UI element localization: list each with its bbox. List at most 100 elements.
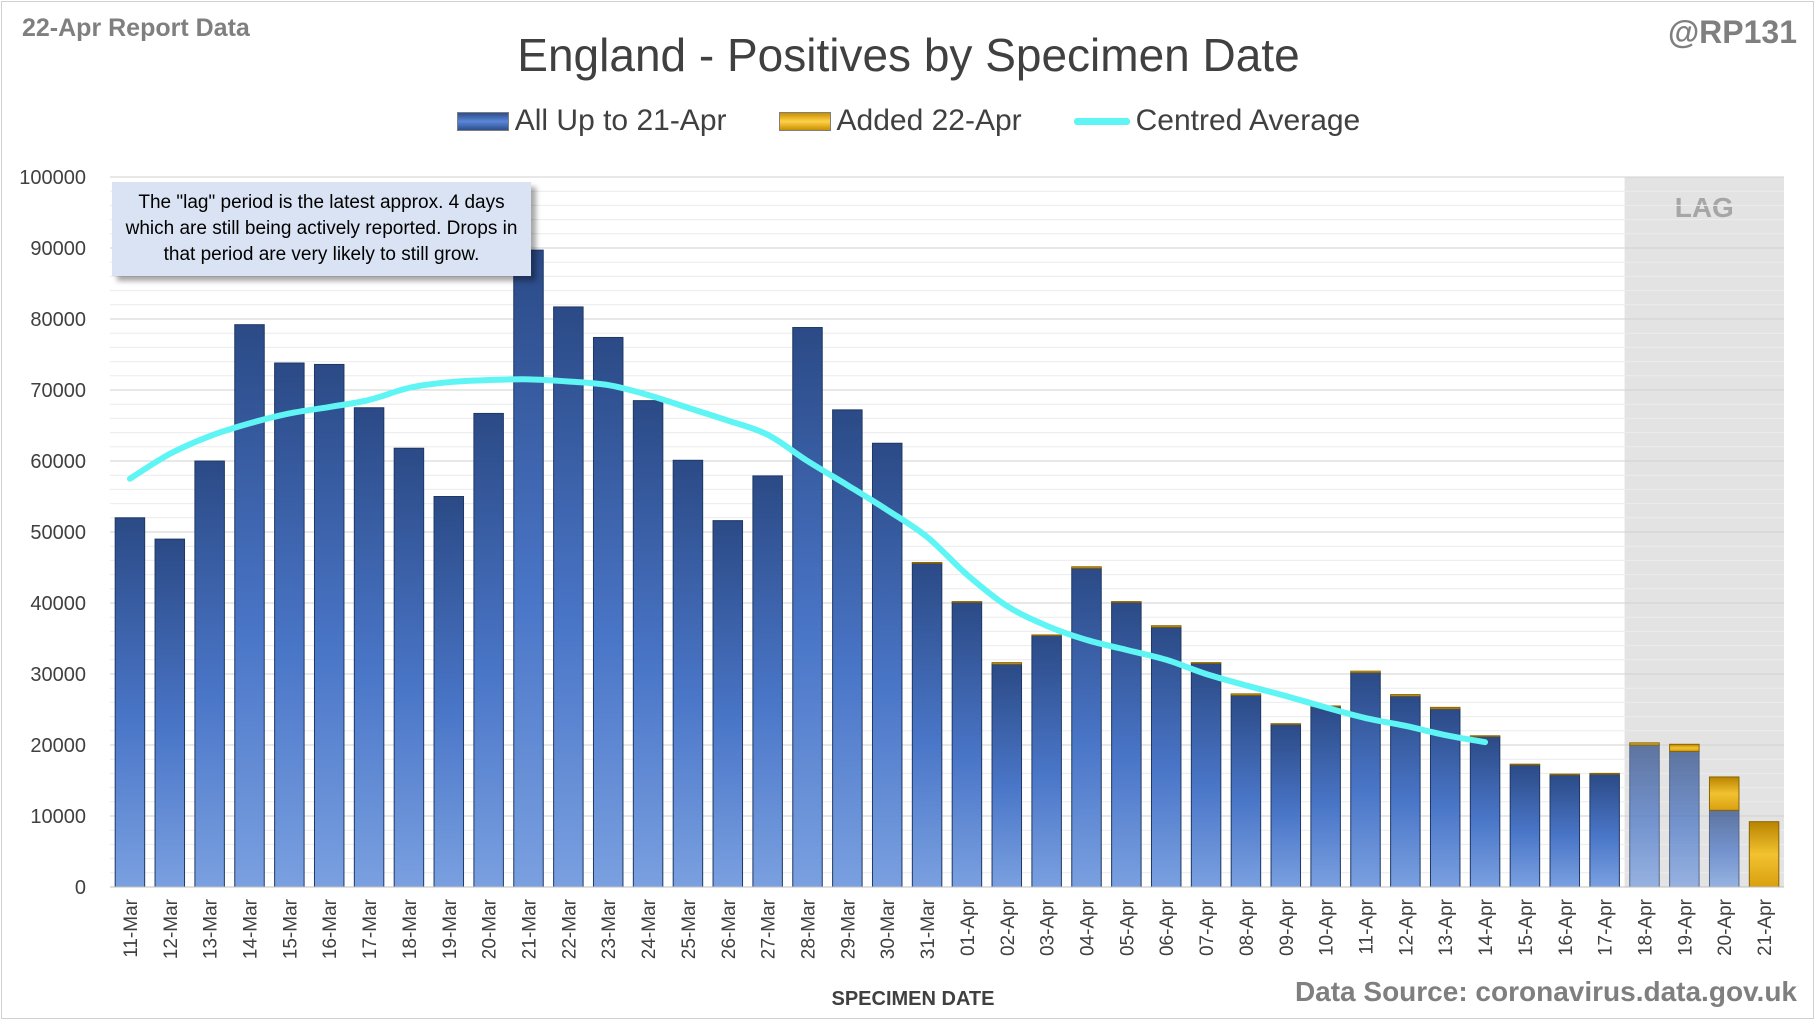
x-tick-label: 21-Mar: [520, 898, 541, 959]
x-tick-label: 16-Mar: [320, 898, 341, 959]
bar-added: [1669, 743, 1700, 752]
lag-label: LAG: [1675, 192, 1734, 223]
x-tick-label: 18-Apr: [1636, 898, 1657, 956]
bar-added: [1071, 566, 1102, 569]
bar-all-up-to: [553, 306, 584, 888]
legend-swatch-gold: [778, 111, 831, 131]
bar-all-up-to: [1350, 672, 1381, 888]
x-tick-label: 15-Mar: [280, 898, 301, 959]
bar-added: [1629, 742, 1660, 746]
x-tick-label: 06-Apr: [1157, 898, 1178, 956]
x-tick-label: 11-Mar: [121, 898, 142, 957]
legend-item-average: Centred Average: [1073, 104, 1360, 138]
x-tick-label: 22-Mar: [559, 898, 580, 959]
lag-note: The "lag" period is the latest approx. 4…: [112, 182, 531, 276]
legend-swatch-blue: [456, 111, 509, 131]
bar-all-up-to: [353, 407, 385, 888]
x-tick-label: 18-Mar: [400, 898, 421, 959]
legend: All Up to 21-Apr Added 22-Apr Centred Av…: [0, 104, 1817, 138]
x-tick-label: 01-Apr: [958, 898, 979, 956]
bar-all-up-to: [1150, 626, 1182, 888]
bar-added: [911, 562, 943, 564]
bar-added: [1509, 763, 1541, 766]
bar-all-up-to: [911, 562, 943, 888]
bar-added: [1708, 776, 1740, 811]
bar-all-up-to: [1669, 750, 1700, 888]
y-tick-label: 70000: [30, 380, 86, 402]
x-tick-label: 17-Apr: [1596, 898, 1617, 956]
y-tick-label: 30000: [30, 664, 86, 686]
x-tick-label: 10-Apr: [1317, 898, 1338, 956]
x-tick-label: 14-Apr: [1476, 898, 1497, 956]
x-tick-label: 17-Mar: [360, 898, 381, 959]
bar-added: [1748, 821, 1780, 888]
bar-all-up-to: [592, 336, 624, 888]
bar-all-up-to: [1270, 723, 1302, 888]
x-tick-label: 02-Apr: [998, 898, 1019, 956]
bar-added: [1031, 634, 1062, 637]
legend-item-added: Added 22-Apr: [778, 104, 1022, 138]
x-tick-label: 20-Apr: [1715, 898, 1736, 956]
report-date-label: 22-Apr Report Data: [22, 14, 250, 42]
bar-added: [1549, 773, 1581, 776]
x-tick-label: 04-Apr: [1078, 898, 1099, 956]
bar-all-up-to: [234, 324, 265, 888]
x-tick-label: 13-Mar: [201, 898, 222, 959]
x-tick-label: 12-Mar: [161, 898, 182, 959]
bar-all-up-to: [1190, 662, 1222, 888]
x-tick-label: 12-Apr: [1396, 898, 1417, 956]
x-tick-label: 29-Mar: [838, 898, 859, 959]
x-tick-label: 30-Mar: [878, 898, 899, 959]
author-handle: @RP131: [1667, 14, 1797, 50]
bar-added: [991, 662, 1023, 665]
x-tick-label: 16-Apr: [1556, 898, 1577, 956]
bar-all-up-to: [114, 517, 146, 888]
bar-all-up-to: [1071, 567, 1102, 888]
y-tick-label: 80000: [30, 309, 86, 331]
x-tick-label: 11-Apr: [1357, 898, 1378, 954]
bar-added: [1111, 601, 1142, 603]
bar-added: [1270, 723, 1302, 725]
x-tick-label: 25-Mar: [679, 898, 700, 959]
bar-all-up-to: [951, 601, 983, 888]
bar-all-up-to: [712, 520, 744, 888]
y-tick-label: 90000: [30, 238, 86, 260]
x-tick-label: 08-Apr: [1237, 898, 1258, 956]
x-tick-label: 26-Mar: [719, 898, 740, 959]
bar-all-up-to: [313, 363, 345, 888]
centred-average-line: [126, 376, 1489, 746]
x-tick-label: 05-Apr: [1117, 898, 1138, 956]
bar-all-up-to: [393, 447, 425, 888]
x-tick-label: 23-Mar: [599, 898, 620, 959]
x-tick-label: 03-Apr: [1038, 898, 1059, 956]
bar-all-up-to: [194, 460, 225, 888]
y-tick-label: 40000: [30, 593, 86, 615]
bar-all-up-to: [1310, 706, 1341, 888]
x-tick-label: 19-Apr: [1675, 898, 1696, 956]
bar-all-up-to: [1549, 774, 1581, 888]
bar-all-up-to: [1469, 735, 1501, 888]
bar-all-up-to: [1509, 764, 1541, 888]
bar-all-up-to: [433, 496, 465, 888]
legend-label: All Up to 21-Apr: [514, 104, 727, 137]
legend-item-all-up-to: All Up to 21-Apr: [456, 104, 727, 138]
x-tick-label: 31-Mar: [918, 898, 939, 959]
x-tick-label: 20-Mar: [480, 898, 501, 959]
legend-label: Added 22-Apr: [836, 104, 1022, 137]
bar-all-up-to: [752, 475, 783, 888]
y-tick-label: 100000: [19, 167, 86, 189]
legend-swatch-line: [1073, 117, 1130, 125]
bar-all-up-to: [632, 400, 664, 888]
x-tick-label: 14-Mar: [241, 898, 262, 959]
bar-added: [951, 601, 983, 603]
y-tick-label: 50000: [30, 522, 86, 544]
bar-all-up-to: [1708, 809, 1740, 888]
x-tick-label: 27-Mar: [759, 898, 780, 959]
bar-added: [1390, 694, 1421, 697]
chart-title: England - Positives by Specimen Date: [517, 29, 1300, 81]
x-tick-label: 28-Mar: [799, 898, 820, 959]
bar-all-up-to: [513, 249, 544, 888]
bar-all-up-to: [1031, 635, 1062, 888]
y-tick-label: 10000: [30, 806, 86, 828]
y-tick-label: 60000: [30, 451, 86, 473]
